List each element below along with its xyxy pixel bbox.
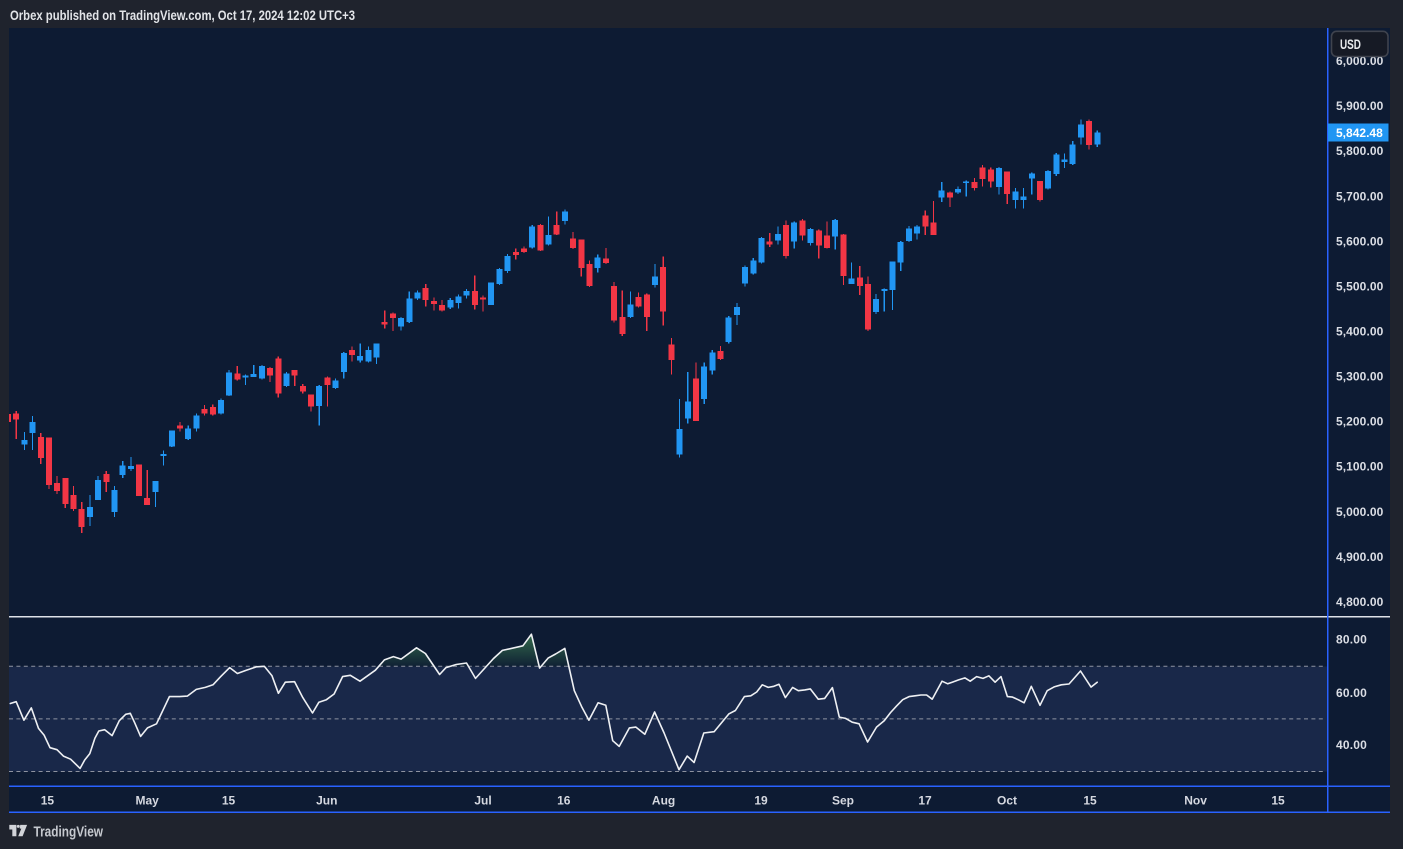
svg-text:Sep: Sep <box>832 793 854 807</box>
svg-text:May: May <box>136 793 160 807</box>
svg-text:40.00: 40.00 <box>1336 738 1367 752</box>
svg-text:16: 16 <box>557 793 571 807</box>
svg-text:Orbex published on TradingView: Orbex published on TradingView.com, Oct … <box>10 8 355 23</box>
svg-text:5,500.00: 5,500.00 <box>1336 279 1384 293</box>
svg-text:5,100.00: 5,100.00 <box>1336 460 1384 474</box>
svg-text:15: 15 <box>41 793 55 807</box>
svg-text:Aug: Aug <box>652 793 675 807</box>
svg-text:15: 15 <box>1271 793 1285 807</box>
svg-text:5,800.00: 5,800.00 <box>1336 144 1384 158</box>
svg-text:5,600.00: 5,600.00 <box>1336 234 1384 248</box>
svg-text:5,300.00: 5,300.00 <box>1336 370 1384 384</box>
svg-text:Jun: Jun <box>316 793 337 807</box>
svg-text:4,800.00: 4,800.00 <box>1336 595 1384 609</box>
svg-text:Jul: Jul <box>474 793 491 807</box>
svg-text:5,400.00: 5,400.00 <box>1336 325 1384 339</box>
svg-text:5,842.48: 5,842.48 <box>1336 126 1383 140</box>
svg-text:4,900.00: 4,900.00 <box>1336 550 1384 564</box>
svg-text:6,000.00: 6,000.00 <box>1336 54 1384 68</box>
svg-text:TradingView: TradingView <box>34 825 104 841</box>
svg-text:5,200.00: 5,200.00 <box>1336 415 1384 429</box>
svg-text:19: 19 <box>754 793 768 807</box>
svg-text:17: 17 <box>918 793 932 807</box>
svg-text:15: 15 <box>1083 793 1097 807</box>
svg-text:Oct: Oct <box>997 793 1017 807</box>
svg-text:5,700.00: 5,700.00 <box>1336 189 1384 203</box>
svg-text:60.00: 60.00 <box>1336 686 1367 700</box>
svg-text:15: 15 <box>222 793 236 807</box>
svg-text:5,000.00: 5,000.00 <box>1336 505 1384 519</box>
svg-text:USD: USD <box>1340 37 1361 52</box>
svg-text:5,900.00: 5,900.00 <box>1336 99 1384 113</box>
svg-text:80.00: 80.00 <box>1336 633 1367 647</box>
svg-text:Nov: Nov <box>1184 793 1207 807</box>
